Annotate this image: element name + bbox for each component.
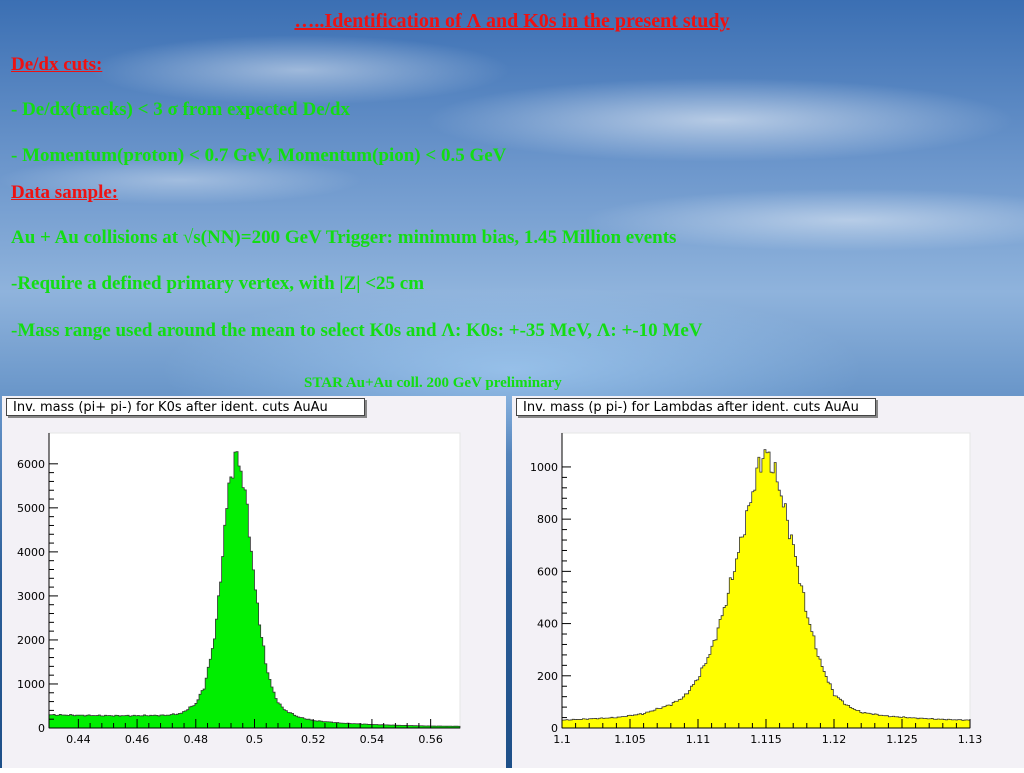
k0s-y-tick-label: 3000 xyxy=(17,590,45,603)
lambda-histogram-series xyxy=(561,449,971,729)
lambda-x-tick-label: 1.1 xyxy=(553,733,571,746)
data-sample-line-3: -Mass range used around the mean to sele… xyxy=(11,320,703,341)
k0s-y-tick-label: 2000 xyxy=(17,634,45,647)
k0s-histogram-title: Inv. mass (pi+ pi-) for K0s after ident.… xyxy=(6,398,365,416)
k0s-histogram-chart: 0.44 0.46 0.48 0.5 0.52 0.54 0.56 0 1000 2000 3000… xyxy=(17,432,461,746)
dedx-cut-line-1: - De/dx(tracks) < 3 σ from expected De/d… xyxy=(11,99,350,120)
k0s-x-tick-label: 0.54 xyxy=(360,733,385,746)
k0s-x-tick-label: 0.48 xyxy=(184,733,209,746)
k0s-histogram-panel: Inv. mass (pi+ pi-) for K0s after ident.… xyxy=(2,396,506,768)
k0s-x-tick-label: 0.46 xyxy=(125,733,150,746)
lambda-histogram-chart: 1.1 1.105 1.11 1.115 1.12 1.125 1.13 0 200 400 600… xyxy=(530,432,983,746)
lambda-histogram-panel: Inv. mass (p pi-) for Lambdas after iden… xyxy=(512,396,1024,768)
k0s-histogram-series xyxy=(48,451,461,729)
lambda-y-tick-label: 600 xyxy=(537,565,558,578)
lambda-x-tick-label: 1.11 xyxy=(686,733,711,746)
lambda-y-tick-label: 1000 xyxy=(530,461,558,474)
k0s-x-tick-label: 0.44 xyxy=(66,733,91,746)
data-sample-heading: Data sample: xyxy=(11,182,119,203)
lambda-x-tick-label: 1.105 xyxy=(614,733,646,746)
lambda-histogram-title: Inv. mass (p pi-) for Lambdas after iden… xyxy=(516,398,876,416)
k0s-y-tick-label: 0 xyxy=(38,722,45,735)
dedx-cuts-heading: De/dx cuts: xyxy=(11,54,103,75)
lambda-x-tick-label: 1.115 xyxy=(750,733,782,746)
lambda-y-tick-label: 800 xyxy=(537,513,558,526)
lambda-x-tick-label: 1.125 xyxy=(886,733,918,746)
lambda-x-tick-label: 1.13 xyxy=(958,733,983,746)
k0s-y-tick-label: 1000 xyxy=(17,678,45,691)
dedx-cut-line-2: - Momentum(proton) < 0.7 GeV, Momentum(p… xyxy=(11,145,507,166)
k0s-y-tick-label: 5000 xyxy=(17,502,45,515)
k0s-x-tick-label: 0.52 xyxy=(301,733,326,746)
lambda-y-tick-label: 400 xyxy=(537,618,558,631)
k0s-y-tick-label: 6000 xyxy=(17,458,45,471)
lambda-y-tick-label: 200 xyxy=(537,670,558,683)
k0s-x-tick-label: 0.5 xyxy=(246,733,264,746)
lambda-x-tick-label: 1.12 xyxy=(822,733,847,746)
data-sample-line-2: -Require a defined primary vertex, with … xyxy=(11,273,425,294)
preliminary-label: STAR Au+Au coll. 200 GeV preliminary xyxy=(304,375,562,391)
k0s-y-tick-label: 4000 xyxy=(17,546,45,559)
data-sample-line-1: Au + Au collisions at √s(NN)=200 GeV Tri… xyxy=(11,227,677,248)
slide-title: …..Identification of Λ and K0s in the pr… xyxy=(294,10,730,32)
k0s-x-tick-label: 0.56 xyxy=(418,733,443,746)
lambda-y-tick-label: 0 xyxy=(551,722,558,735)
